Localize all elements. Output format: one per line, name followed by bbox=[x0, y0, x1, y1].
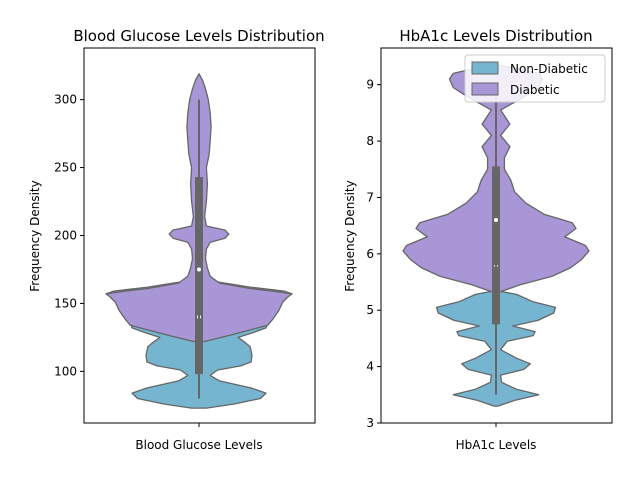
hba1c-y-tick-label: 8 bbox=[366, 134, 374, 148]
hba1c-median-diabetic bbox=[494, 217, 498, 222]
hba1c-box-diabetic bbox=[492, 166, 500, 266]
blood-glucose-box-diabetic bbox=[195, 177, 203, 297]
hba1c-x-axis-label: HbA1c Levels bbox=[456, 438, 537, 452]
blood-glucose-y-tick-label: 300 bbox=[54, 93, 77, 107]
hba1c-y-tick-label: 9 bbox=[366, 78, 374, 92]
hba1c-y-axis-label: Frequency Density bbox=[343, 180, 357, 291]
hba1c-y-tick-label: 6 bbox=[366, 247, 374, 261]
legend-swatch-non-diabetic bbox=[471, 61, 499, 75]
hba1c-chart-title: HbA1c Levels Distribution bbox=[399, 27, 592, 45]
blood-glucose-chart-title: Blood Glucose Levels Distribution bbox=[73, 27, 324, 45]
hba1c-y-tick-label: 5 bbox=[366, 303, 374, 317]
blood-glucose-plot-frame bbox=[83, 47, 316, 424]
hba1c-y-tick-label: 3 bbox=[366, 416, 374, 430]
hba1c-plot-frame bbox=[380, 47, 613, 424]
legend-box bbox=[464, 54, 606, 103]
blood-glucose-y-tick-label: 100 bbox=[54, 364, 77, 378]
blood-glucose-y-tick-label: 150 bbox=[54, 296, 77, 310]
hba1c-violin-plot: HbA1c Levels Distribution HbA1c Levels F… bbox=[343, 27, 613, 452]
legend: Non-Diabetic Diabetic bbox=[464, 54, 606, 103]
legend-label-non-diabetic: Non-Diabetic bbox=[510, 62, 588, 76]
blood-glucose-y-tick-label: 200 bbox=[54, 229, 77, 243]
legend-label-diabetic: Diabetic bbox=[510, 83, 560, 97]
blood-glucose-median-diabetic bbox=[197, 267, 201, 272]
blood-glucose-y-axis-label: Frequency Density bbox=[28, 180, 42, 291]
blood-glucose-violin-plot: Blood Glucose Levels Distribution Blood … bbox=[28, 27, 325, 452]
hba1c-y-tick-label: 7 bbox=[366, 190, 374, 204]
blood-glucose-y-tick-label: 250 bbox=[54, 161, 77, 175]
legend-swatch-diabetic bbox=[471, 82, 499, 96]
blood-glucose-x-axis-label: Blood Glucose Levels bbox=[135, 438, 262, 452]
hba1c-y-tick-label: 4 bbox=[366, 360, 374, 374]
